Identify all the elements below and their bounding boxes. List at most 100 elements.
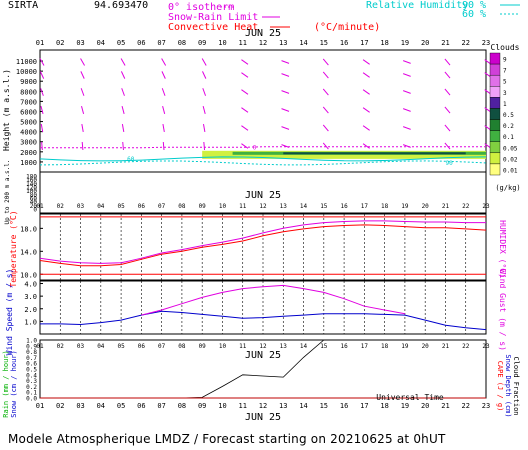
hour-tick-label: 04 bbox=[97, 39, 105, 47]
low-height-tick-label: 120 bbox=[26, 185, 37, 192]
convective-unit: (°C/minute) bbox=[314, 22, 380, 33]
isotherm-line bbox=[40, 146, 486, 149]
hour-tick-label: 11 bbox=[239, 39, 247, 47]
date-label: JUN 25 bbox=[245, 412, 281, 423]
hour-tick-label: 23 bbox=[482, 203, 490, 210]
hour-tick-label: 19 bbox=[401, 343, 409, 350]
hour-tick-label: 22 bbox=[462, 343, 470, 350]
colorbar-swatch bbox=[489, 63, 501, 76]
hour-tick-label: 08 bbox=[178, 203, 186, 210]
wind-ytick-label: 1.0 bbox=[24, 318, 37, 326]
low-height-tick-label: 140 bbox=[26, 181, 37, 188]
hour-tick-label: 11 bbox=[239, 402, 247, 410]
wind-barb bbox=[362, 89, 370, 95]
colorbar-level: 1 bbox=[503, 101, 507, 108]
hour-tick-label: 01 bbox=[36, 402, 44, 410]
hour-tick-label: 21 bbox=[441, 39, 449, 47]
hour-tick-label: 04 bbox=[97, 343, 105, 350]
low-height-tick-label: 180 bbox=[26, 174, 37, 181]
hour-tick-label: 13 bbox=[280, 343, 288, 350]
hour-tick-label: 15 bbox=[320, 343, 328, 350]
wind-barb bbox=[202, 106, 206, 114]
isotherm-marker: 0 bbox=[253, 144, 257, 151]
colorbar-swatch bbox=[489, 130, 501, 142]
wind-barb bbox=[81, 106, 85, 114]
hour-tick-label: 20 bbox=[421, 402, 429, 410]
hour-tick-label: 05 bbox=[117, 203, 125, 210]
hour-tick-label: 13 bbox=[279, 39, 287, 47]
height-tick-label: 5000 bbox=[20, 119, 37, 127]
wind-barb bbox=[402, 73, 411, 77]
wind-barb bbox=[281, 108, 290, 112]
hour-tick-label: 19 bbox=[401, 203, 409, 210]
hour-tick-label: 10 bbox=[218, 402, 226, 410]
snow-depth-axis-title: Snow Depth (cm) bbox=[504, 354, 512, 417]
height-axis-title: Height (m a.s.l.) bbox=[2, 69, 11, 151]
x-axis-title: Universal Time bbox=[376, 393, 444, 402]
hour-tick-label: 04 bbox=[97, 402, 105, 410]
wind-barb bbox=[281, 90, 290, 94]
hour-tick-label: 06 bbox=[137, 402, 145, 410]
wind-barb bbox=[241, 143, 249, 149]
colorbar-unit: (g/kg) bbox=[495, 184, 520, 192]
hour-tick-label: 10 bbox=[219, 343, 227, 350]
precip-ytick-label: 0.7 bbox=[26, 355, 37, 362]
wind-barb bbox=[362, 125, 370, 131]
wind-barb bbox=[444, 124, 451, 132]
rh-legend-label: Relative Humidity bbox=[366, 0, 468, 11]
height-tick-label: 2000 bbox=[20, 149, 37, 157]
date-label: JUN 25 bbox=[245, 190, 281, 201]
rh-90-label: 90 % bbox=[462, 0, 486, 11]
wind-barb bbox=[444, 106, 451, 114]
colorbar-swatch bbox=[489, 97, 501, 109]
hour-tick-label: 19 bbox=[401, 402, 409, 410]
temp-axis-title: Temperature (°C) bbox=[9, 210, 18, 287]
precip-ytick-label: 0.0 bbox=[26, 396, 37, 403]
hour-tick-label: 11 bbox=[239, 203, 247, 210]
wind-barb bbox=[80, 88, 85, 96]
rh-90-contour bbox=[39, 156, 487, 162]
colorbar-title: Clouds bbox=[491, 43, 520, 52]
wind-barb bbox=[402, 108, 411, 112]
height-tick-label: 10000 bbox=[16, 68, 37, 76]
colorbar-level: 7 bbox=[503, 68, 507, 75]
hour-tick-label: 09 bbox=[199, 203, 207, 210]
hour-tick-label: 17 bbox=[360, 402, 368, 410]
hour-tick-label: 23 bbox=[482, 343, 490, 350]
wind-barb bbox=[41, 141, 43, 151]
precip-ytick-label: 0.2 bbox=[26, 384, 37, 391]
hour-tick-label: 12 bbox=[259, 39, 267, 47]
wind-barb bbox=[203, 141, 206, 151]
hour-tick-label: 18 bbox=[381, 343, 389, 350]
wind-barb bbox=[202, 123, 206, 133]
wind-barb bbox=[202, 88, 207, 96]
hour-tick-label: 10 bbox=[219, 203, 227, 210]
wind-barb bbox=[81, 141, 84, 151]
hour-tick-label: 06 bbox=[138, 343, 146, 350]
rh-60-contour bbox=[39, 160, 487, 166]
hour-tick-label: 06 bbox=[138, 203, 146, 210]
site-name: SIRTA bbox=[8, 0, 38, 11]
hour-tick-label: 20 bbox=[422, 343, 430, 350]
rh-contour-label: 60 bbox=[127, 156, 135, 163]
cloud-fraction-axis-title: Cloud Fraction bbox=[512, 356, 520, 415]
humidex-axis-title: HUMIDEX (°C) bbox=[498, 220, 507, 278]
wind-barb bbox=[444, 142, 451, 150]
hour-tick-label: 02 bbox=[56, 39, 64, 47]
snow-axis-title: Snow (cm / hour) bbox=[10, 350, 18, 417]
hour-tick-label: 02 bbox=[56, 402, 64, 410]
wind-barb bbox=[241, 72, 249, 78]
wind-barb bbox=[241, 107, 249, 113]
hour-tick-label: 07 bbox=[158, 343, 166, 350]
hour-tick-label: 22 bbox=[462, 203, 470, 210]
hour-tick-label: 14 bbox=[300, 203, 308, 210]
hour-tick-label: 01 bbox=[36, 203, 44, 210]
colorbar-level: 9 bbox=[503, 57, 507, 64]
wind-barb bbox=[281, 126, 290, 130]
wind-barb bbox=[121, 123, 125, 133]
wind-series-line bbox=[40, 310, 487, 331]
hour-tick-label: 06 bbox=[137, 39, 145, 47]
height-tick-label: 9000 bbox=[20, 78, 37, 86]
hour-tick-label: 14 bbox=[299, 39, 307, 47]
